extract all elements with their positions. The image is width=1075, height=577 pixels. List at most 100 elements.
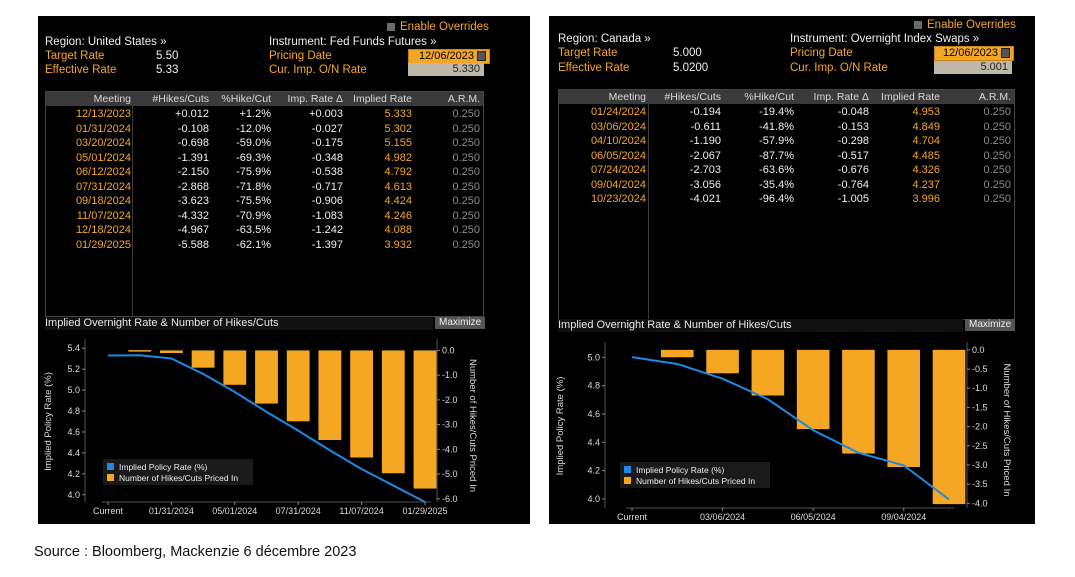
calendar-icon[interactable] xyxy=(477,51,486,62)
y-tick-label: 4.0 xyxy=(67,490,80,500)
enable-overrides-label: Enable Overrides xyxy=(400,21,489,33)
implied-rate-cell: 5.333 xyxy=(384,108,412,120)
meeting-cell: 12/13/2023 xyxy=(75,108,131,120)
meeting-cell: 09/04/2024 xyxy=(590,178,646,191)
pricing-date-input[interactable]: 12/06/2023 xyxy=(934,46,1014,61)
pricing-date-label: Pricing Date xyxy=(790,47,853,59)
meeting-cell: 01/24/2024 xyxy=(590,106,646,118)
y2-tick-label: -1.5 xyxy=(972,402,988,412)
y2-tick-label: -0.5 xyxy=(972,364,988,374)
instrument-selector[interactable]: Instrument: Fed Funds Futures » xyxy=(269,36,437,48)
col-arm[interactable]: A.R.M. xyxy=(978,91,1011,103)
x-tick-label: 03/06/2024 xyxy=(700,512,745,522)
legend-label-bar: Number of Hikes/Cuts Priced In xyxy=(119,473,238,483)
meeting-cell: 03/06/2024 xyxy=(590,120,646,133)
x-tick-label: 01/31/2024 xyxy=(149,506,194,516)
pricing-date-value: 12/06/2023 xyxy=(942,47,998,59)
y2-tick-label: -3.0 xyxy=(972,460,988,470)
imp-rate-delta-cell: -1.397 xyxy=(311,238,343,251)
implied-rate-cell: 4.424 xyxy=(384,195,412,207)
instrument-selector[interactable]: Instrument: Overnight Index Swaps » xyxy=(790,33,980,45)
col-hikes-cuts[interactable]: #Hikes/Cuts xyxy=(664,91,721,103)
y-tick-label: 4.4 xyxy=(587,437,600,447)
meeting-cell: 01/31/2024 xyxy=(75,122,131,135)
chart-title: Implied Overnight Rate & Number of Hikes… xyxy=(558,319,963,332)
arm-cell: 0.250 xyxy=(452,122,480,135)
y2-tick-label: -1.0 xyxy=(442,370,458,380)
legend-label-line: Implied Policy Rate (%) xyxy=(119,462,208,472)
calendar-icon[interactable] xyxy=(1001,48,1010,59)
onr-label: Cur. Imp. O/N Rate xyxy=(269,64,367,76)
y-tick-label: 4.2 xyxy=(67,469,80,479)
legend-label-line: Implied Policy Rate (%) xyxy=(636,465,725,475)
legend-swatch-bar xyxy=(107,474,114,481)
onr-label: Cur. Imp. O/N Rate xyxy=(790,62,888,74)
enable-overrides-toggle[interactable]: Enable Overrides xyxy=(914,19,1016,31)
col-pct-hike-cut[interactable]: %Hike/Cut xyxy=(221,93,271,105)
pct-hike-cut-cell: -59.0% xyxy=(236,137,271,149)
hikes-cuts-cell: -5.588 xyxy=(177,238,209,251)
hikes-cuts-bar xyxy=(660,349,694,358)
table-header: Meeting #Hikes/Cuts %Hike/Cut Imp. Rate … xyxy=(559,90,1014,104)
column-divider xyxy=(132,106,133,316)
legend-swatch-line xyxy=(107,463,114,470)
pct-hike-cut-cell: -19.4% xyxy=(759,106,794,118)
region-selector[interactable]: Region: United States » xyxy=(45,36,167,48)
imp-rate-delta-cell: -0.298 xyxy=(837,135,869,147)
y-tick-label: 5.4 xyxy=(67,343,80,353)
arm-cell: 0.250 xyxy=(452,195,480,207)
onr-input[interactable]: 5.330 xyxy=(408,63,484,76)
hikes-cuts-cell: -2.150 xyxy=(177,166,209,178)
maximize-button[interactable]: Maximize xyxy=(965,319,1016,331)
col-imp-rate-delta[interactable]: Imp. Rate Δ xyxy=(813,91,869,103)
imp-rate-delta-cell: -0.676 xyxy=(837,164,869,176)
checkbox-icon[interactable] xyxy=(914,20,922,29)
implied-rate-cell: 3.932 xyxy=(384,238,412,251)
hikes-cuts-bar xyxy=(128,350,152,352)
hikes-cuts-cell: -1.391 xyxy=(177,151,209,164)
col-meeting[interactable]: Meeting xyxy=(93,93,131,105)
region-selector[interactable]: Region: Canada » xyxy=(558,33,651,45)
pricing-date-input[interactable]: 12/06/2023 xyxy=(408,49,490,64)
imp-rate-delta-cell: -1.242 xyxy=(311,224,343,236)
hikes-cuts-cell: -2.067 xyxy=(689,149,721,162)
pct-hike-cut-cell: -35.4% xyxy=(759,178,794,191)
col-implied-rate[interactable]: Implied Rate xyxy=(353,93,412,105)
y-tick-label: 5.0 xyxy=(67,385,80,395)
maximize-button[interactable]: Maximize xyxy=(435,317,486,329)
checkbox-icon[interactable] xyxy=(387,22,395,31)
y-tick-label: 5.2 xyxy=(67,364,80,374)
hikes-cuts-bar xyxy=(223,350,247,385)
col-meeting[interactable]: Meeting xyxy=(608,91,646,103)
imp-rate-delta-cell: -0.717 xyxy=(311,180,343,193)
hikes-cuts-bar xyxy=(796,349,830,430)
hikes-cuts-bar xyxy=(381,350,405,474)
col-implied-rate[interactable]: Implied Rate xyxy=(881,91,940,103)
pct-hike-cut-cell: -57.9% xyxy=(759,135,794,147)
meeting-cell: 01/29/2025 xyxy=(75,238,131,251)
hikes-cuts-cell: +0.012 xyxy=(175,108,209,120)
hikes-cuts-bar xyxy=(350,350,374,458)
y-tick-label: 4.8 xyxy=(587,381,600,391)
enable-overrides-toggle[interactable]: Enable Overrides xyxy=(387,21,489,33)
meeting-cell: 05/01/2024 xyxy=(75,151,131,164)
target-rate-value: 5.50 xyxy=(156,50,179,62)
meeting-cell: 06/12/2024 xyxy=(75,166,131,178)
target-rate-value: 5.000 xyxy=(673,47,702,59)
pct-hike-cut-cell: -63.5% xyxy=(236,224,271,236)
x-tick-label: 07/31/2024 xyxy=(276,506,321,516)
arm-cell: 0.250 xyxy=(983,149,1011,162)
onr-input[interactable]: 5.001 xyxy=(934,61,1012,74)
implied-rate-line xyxy=(631,356,950,501)
col-hikes-cuts[interactable]: #Hikes/Cuts xyxy=(152,93,209,105)
col-imp-rate-delta[interactable]: Imp. Rate Δ xyxy=(287,93,343,105)
arm-cell: 0.250 xyxy=(983,135,1011,147)
y2-tick-label: 0.0 xyxy=(442,345,455,355)
y2-axis-title: Number of Hikes/Cuts Priced In xyxy=(1001,363,1012,496)
legend-swatch-line xyxy=(624,466,631,473)
target-rate-label: Target Rate xyxy=(45,50,105,62)
imp-rate-delta-cell: +0.003 xyxy=(309,108,343,120)
col-arm[interactable]: A.R.M. xyxy=(447,93,480,105)
hikes-cuts-bar xyxy=(255,350,278,404)
col-pct-hike-cut[interactable]: %Hike/Cut xyxy=(744,91,794,103)
